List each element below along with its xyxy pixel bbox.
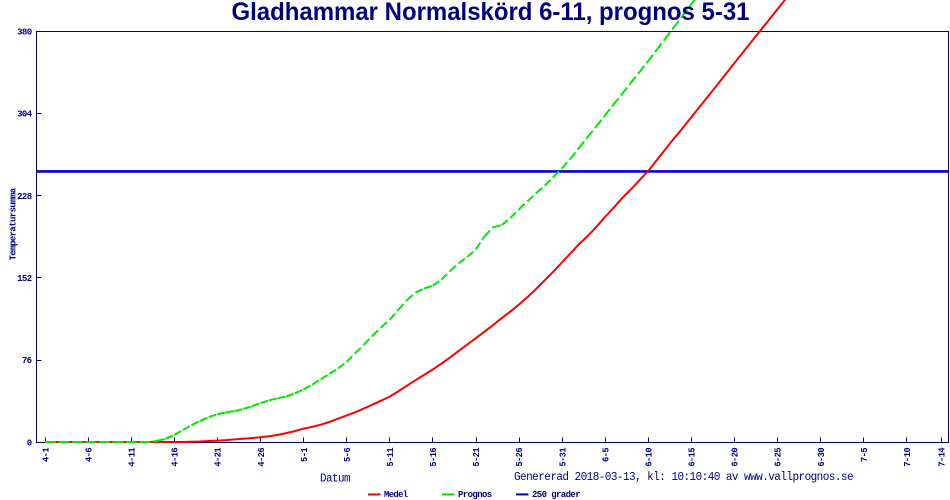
svg-text:4-11: 4-11: [128, 447, 138, 467]
svg-text:304: 304: [17, 110, 33, 120]
svg-text:228: 228: [17, 192, 32, 202]
svg-text:380: 380: [17, 27, 32, 37]
svg-text:7-5: 7-5: [860, 448, 870, 462]
svg-text:Datum: Datum: [320, 472, 350, 486]
svg-text:76: 76: [22, 356, 32, 366]
svg-text:5-26: 5-26: [515, 448, 525, 467]
svg-text:6-25: 6-25: [774, 448, 784, 467]
svg-text:5-1: 5-1: [300, 447, 310, 462]
svg-text:6-20: 6-20: [731, 448, 741, 467]
svg-text:0: 0: [27, 438, 32, 448]
svg-text:7-14: 7-14: [937, 447, 947, 467]
svg-text:5-6: 5-6: [343, 448, 353, 462]
svg-text:6-5: 6-5: [601, 448, 611, 462]
svg-text:5-16: 5-16: [429, 448, 439, 467]
svg-text:4-26: 4-26: [257, 448, 267, 467]
svg-text:Genererad 2018-03-13, kl: 10:1: Genererad 2018-03-13, kl: 10:10:40 av ww…: [514, 470, 853, 484]
svg-text:250 grader: 250 grader: [532, 490, 580, 500]
svg-text:7-10: 7-10: [903, 448, 913, 467]
svg-text:5-21: 5-21: [472, 447, 482, 467]
svg-text:152: 152: [17, 274, 32, 284]
svg-text:4-21: 4-21: [214, 447, 224, 467]
svg-text:5-31: 5-31: [558, 447, 568, 467]
svg-text:Temperatursumma: Temperatursumma: [9, 187, 19, 260]
svg-text:Prognos: Prognos: [458, 490, 492, 500]
svg-text:4-1: 4-1: [41, 447, 51, 462]
svg-text:5-11: 5-11: [386, 447, 396, 467]
svg-text:6-10: 6-10: [645, 448, 655, 467]
svg-text:6-30: 6-30: [817, 448, 827, 467]
svg-text:4-6: 4-6: [85, 448, 95, 462]
svg-text:Gladhammar Normalskörd 6-11, p: Gladhammar Normalskörd 6-11, prognos 5-3…: [232, 0, 750, 26]
svg-text:Medel: Medel: [384, 490, 409, 500]
svg-text:6-15: 6-15: [688, 448, 698, 467]
svg-text:4-16: 4-16: [171, 448, 181, 467]
